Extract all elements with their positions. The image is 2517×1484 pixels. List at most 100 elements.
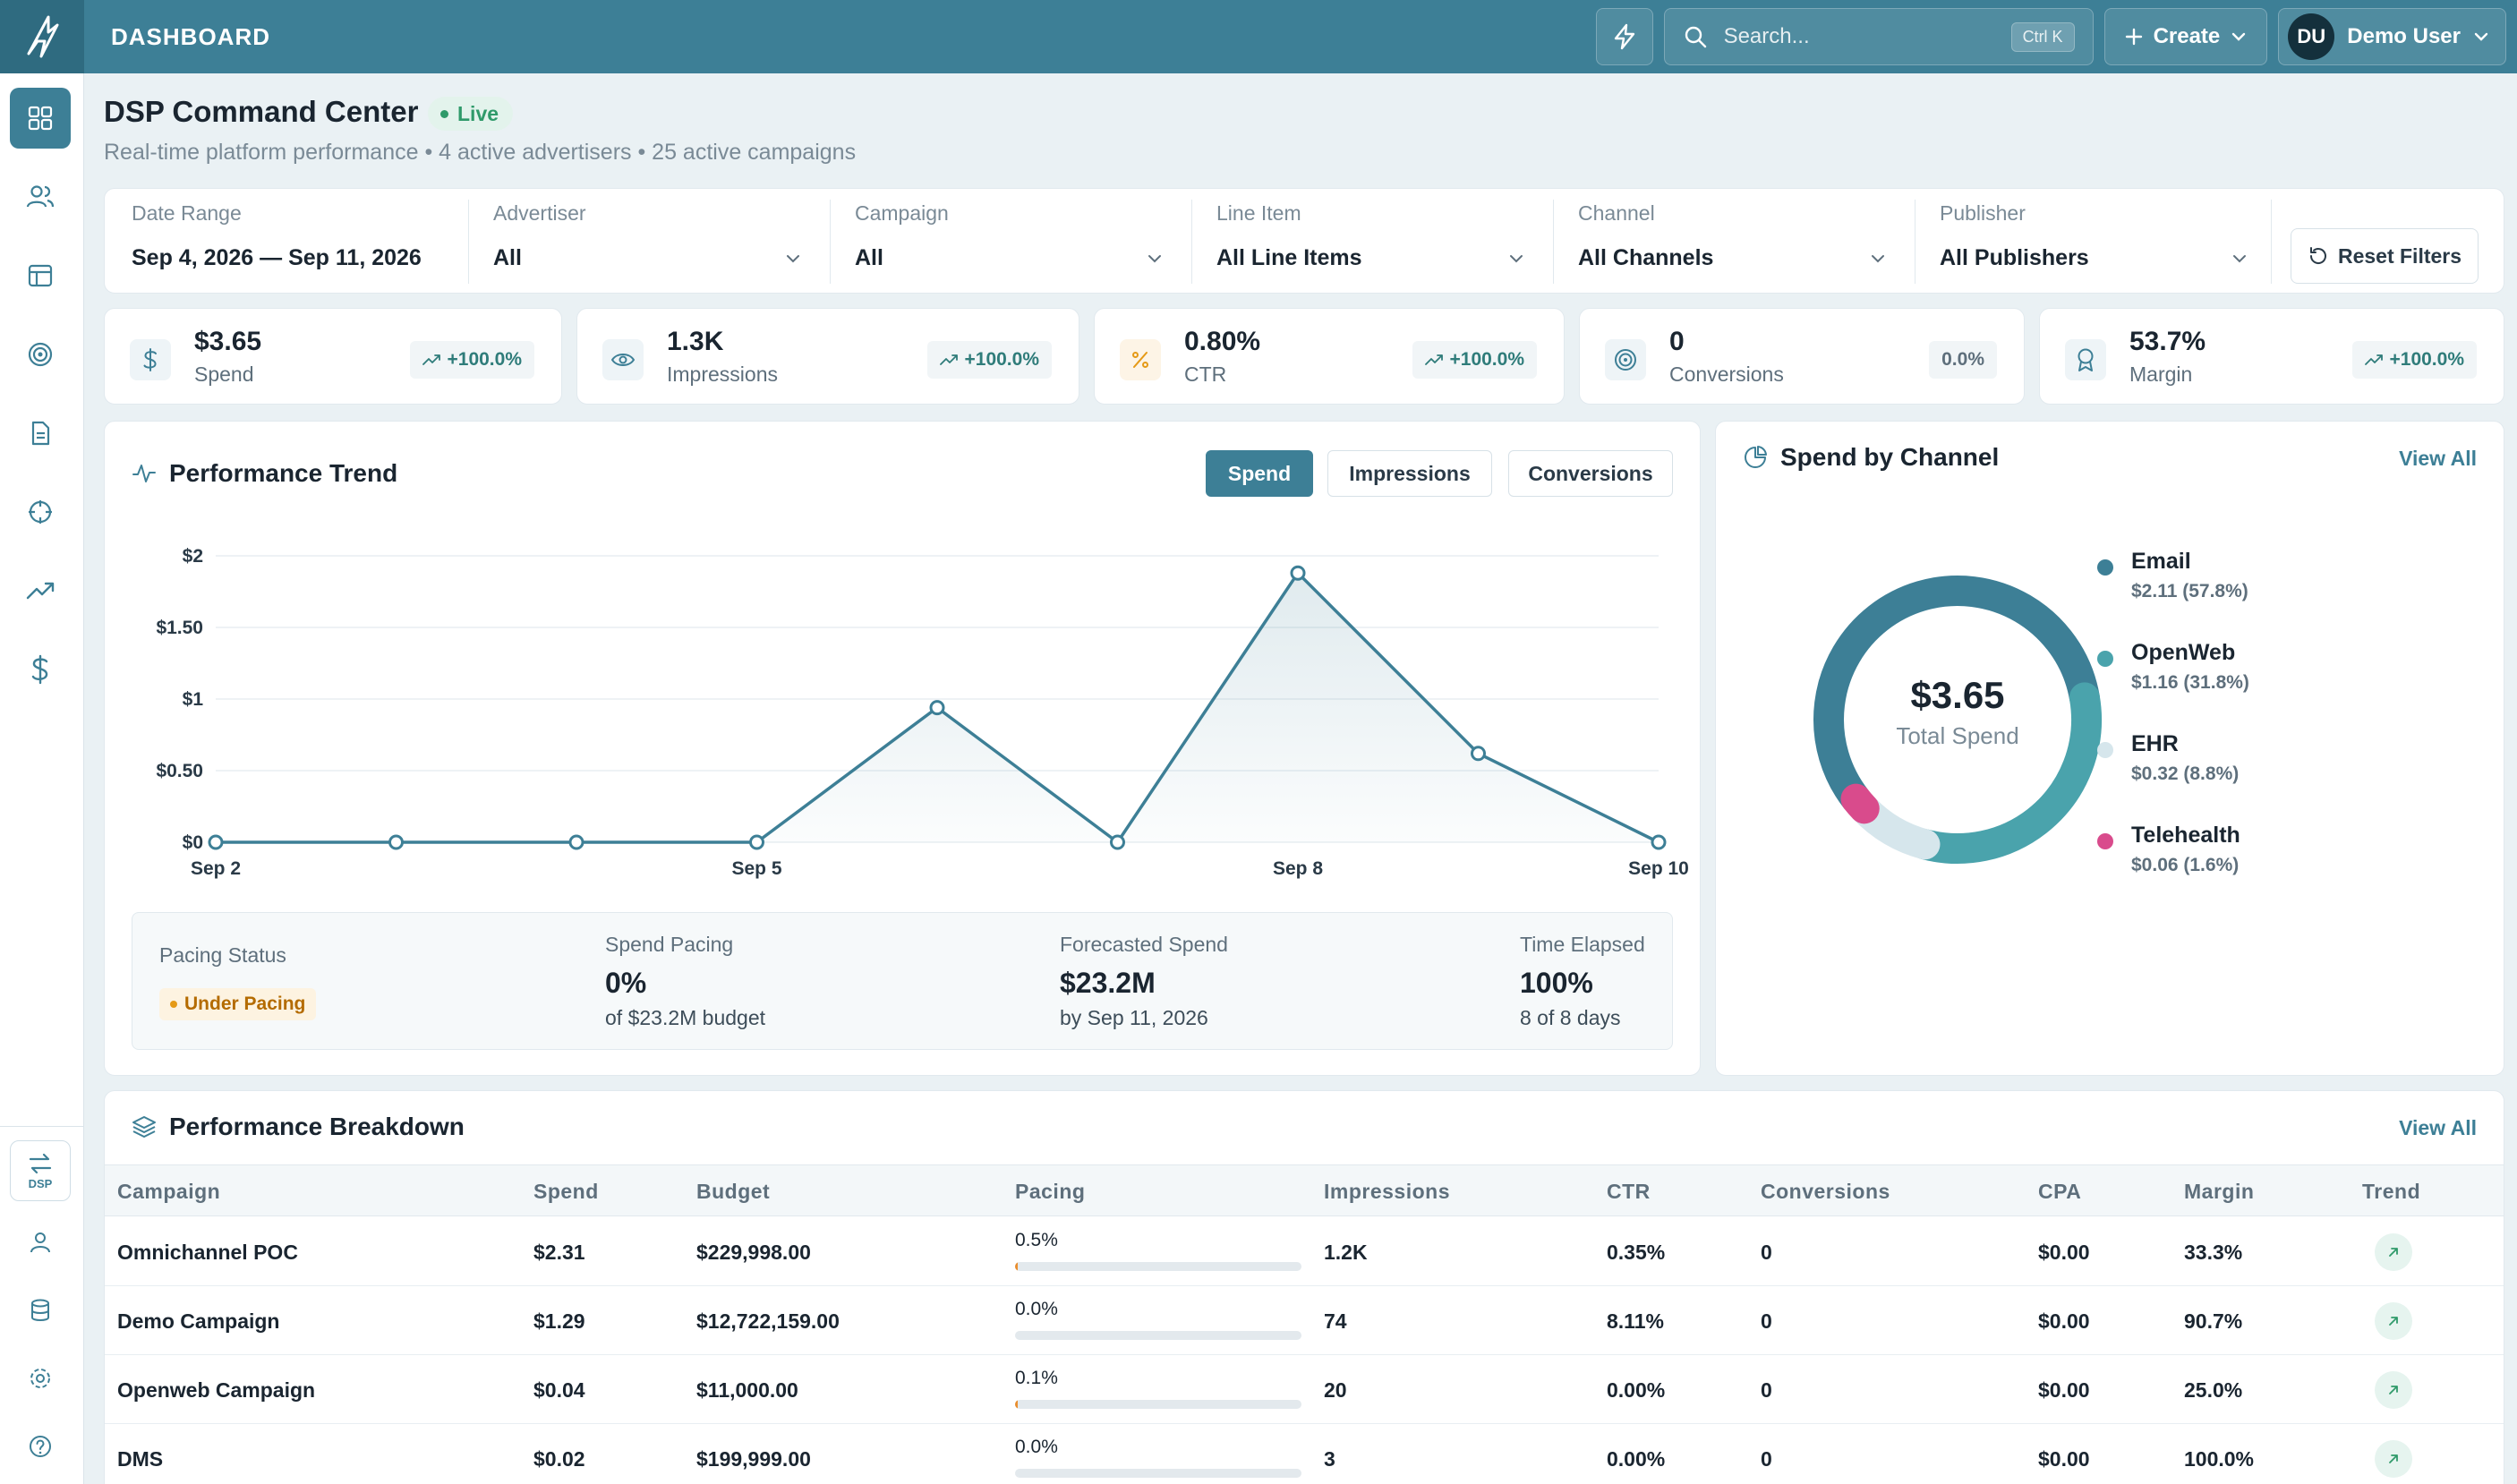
tab-spend[interactable]: Spend <box>1206 450 1313 497</box>
warning-dot-icon <box>170 1001 177 1008</box>
cell-ctr: 0.00% <box>1607 1378 1666 1402</box>
cell-ctr: 8.11% <box>1607 1309 1664 1333</box>
filter-divider <box>830 200 831 284</box>
column-header-conversions[interactable]: Conversions <box>1761 1180 1890 1203</box>
filter-label: Publisher <box>1940 201 2026 225</box>
kpi-delta: +100.0% <box>926 341 1052 379</box>
column-header-impressions[interactable]: Impressions <box>1324 1180 1450 1203</box>
kpi-label: Spend <box>194 362 254 386</box>
filter-value: All <box>493 245 801 271</box>
sidebar-item-account[interactable] <box>10 1212 71 1273</box>
kpi-card-spend[interactable]: $3.65 Spend +100.0% <box>104 308 562 405</box>
cell-pacing: 0.0% <box>1015 1437 1058 1457</box>
sidebar-item-targeting[interactable] <box>10 324 71 385</box>
table-row[interactable]: Omnichannel POC $2.31 $229,998.00 1.2K 0.35%… <box>105 1217 2504 1286</box>
legend-name: EHR <box>2131 731 2179 756</box>
platform-switch-button[interactable]: DSP <box>10 1140 71 1201</box>
column-header-pacing[interactable]: Pacing <box>1015 1180 1086 1203</box>
filter-publisher[interactable]: Publisher All Publishers <box>1913 189 2274 294</box>
filter-value: All Line Items <box>1216 245 1524 271</box>
column-header-campaign[interactable]: Campaign <box>117 1180 221 1203</box>
cell-impressions: 20 <box>1324 1378 1347 1402</box>
pacing-progress-bar <box>1015 1262 1301 1271</box>
filter-label: Campaign <box>855 201 949 225</box>
cell-cpa: $0.00 <box>2038 1447 2090 1471</box>
donut-slice-telehealth[interactable] <box>1777 539 2138 900</box>
sidebar-item-settings[interactable] <box>10 1348 71 1409</box>
column-header-spend[interactable]: Spend <box>533 1180 599 1203</box>
filter-value: Sep 4, 2026 — Sep 11, 2026 <box>132 245 438 271</box>
row-trend-button[interactable] <box>2375 1440 2412 1478</box>
data-point <box>1651 834 1667 850</box>
legend-value: $0.32 (8.8%) <box>2131 763 2240 784</box>
row-trend-button[interactable] <box>2375 1371 2412 1409</box>
table-row[interactable]: Demo Campaign $1.29 $12,722,159.00 74 8.11% 0… <box>105 1286 2504 1355</box>
create-button[interactable]: Create <box>2103 8 2268 65</box>
y-tick-label: $2 <box>183 546 203 567</box>
reset-filters-button[interactable]: Reset Filters <box>2291 228 2479 284</box>
sidebar-item-layout[interactable] <box>10 245 71 306</box>
sidebar-item-data[interactable] <box>10 1280 71 1341</box>
sidebar-item-users[interactable] <box>10 166 71 227</box>
filter-value: All Publishers <box>1940 245 2248 271</box>
channel-view-all-link[interactable]: View All <box>2399 447 2477 470</box>
user-menu[interactable]: DU Demo User <box>2278 8 2506 65</box>
search-input[interactable]: Search... Ctrl K <box>1663 8 2094 65</box>
cell-impressions: 1.2K <box>1324 1241 1368 1264</box>
reset-icon <box>2309 247 2326 264</box>
logo[interactable] <box>0 0 84 73</box>
platform-switch-label: DSP <box>28 1176 53 1190</box>
y-tick-label: $0.50 <box>156 761 203 781</box>
sidebar-item-billing[interactable] <box>10 639 71 700</box>
sidebar-item-audiences[interactable] <box>10 482 71 542</box>
kpi-card-margin[interactable]: 53.7% Margin +100.0% <box>2039 308 2504 405</box>
users-icon <box>26 185 55 208</box>
filter-label: Date Range <box>132 201 242 225</box>
tab-impressions[interactable]: Impressions <box>1327 450 1492 497</box>
column-header-budget[interactable]: Budget <box>696 1180 771 1203</box>
cell-conversions: 0 <box>1761 1241 1772 1264</box>
filter-line-item[interactable]: Line Item All Line Items <box>1190 189 1551 294</box>
cell-margin: 90.7% <box>2184 1309 2243 1333</box>
cell-budget: $229,998.00 <box>696 1241 811 1264</box>
sidebar-item-reports[interactable] <box>10 403 71 464</box>
breakdown-view-all-link[interactable]: View All <box>2399 1116 2477 1139</box>
sidebar-item-analytics[interactable] <box>10 560 71 621</box>
cell-cpa: $0.00 <box>2038 1241 2090 1264</box>
donut-slice-openweb[interactable] <box>1777 539 2138 900</box>
database-icon <box>31 1299 49 1321</box>
cell-campaign[interactable]: Demo Campaign <box>117 1309 280 1333</box>
spend-pacing-sub: of $23.2M budget <box>605 1006 766 1029</box>
pacing-status-badge: Under Pacing <box>159 988 317 1020</box>
kpi-delta: 0.0% <box>1929 341 1997 379</box>
spend-by-channel-card: Spend by Channel View All $3.65 Total Sp… <box>1715 421 2504 1076</box>
filter-channel[interactable]: Channel All Channels <box>1551 189 1913 294</box>
pacing-status-label: Pacing Status <box>159 943 286 967</box>
filter-campaign[interactable]: Campaign All <box>828 189 1190 294</box>
filter-advertiser[interactable]: Advertiser All <box>466 189 828 294</box>
donut-total-label: Total Spend <box>1896 722 2019 749</box>
row-trend-button[interactable] <box>2375 1233 2412 1271</box>
performance-breakdown-title-text: Performance Breakdown <box>169 1113 465 1140</box>
cell-campaign[interactable]: Omnichannel POC <box>117 1241 298 1264</box>
cell-campaign[interactable]: Openweb Campaign <box>117 1378 316 1402</box>
spend-pacing-label: Spend Pacing <box>605 933 734 956</box>
row-trend-button[interactable] <box>2375 1302 2412 1340</box>
column-header-cpa[interactable]: CPA <box>2038 1180 2082 1203</box>
tab-conversions[interactable]: Conversions <box>1508 450 1673 497</box>
line-item-value: All Line Items <box>1216 245 1362 270</box>
column-header-ctr[interactable]: CTR <box>1607 1180 1651 1203</box>
sidebar-item-dashboard[interactable] <box>10 88 71 149</box>
table-row[interactable]: Openweb Campaign $0.04 $11,000.00 20 0.00% 0 $… <box>105 1355 2504 1424</box>
quick-actions-button[interactable] <box>1595 8 1653 65</box>
cell-conversions: 0 <box>1761 1447 1772 1471</box>
sidebar-divider <box>0 1126 84 1127</box>
kpi-card-conversions[interactable]: 0 Conversions 0.0% <box>1579 308 2025 405</box>
cell-campaign[interactable]: DMS <box>117 1447 164 1471</box>
table-row[interactable]: DMS $0.02 $199,999.00 3 0.00% 0 $0.00 100.0% 0.0… <box>105 1424 2504 1484</box>
sidebar-item-help[interactable] <box>10 1416 71 1477</box>
kpi-card-ctr[interactable]: 0.80% CTR +100.0% <box>1094 308 1565 405</box>
kpi-card-impressions[interactable]: 1.3K Impressions +100.0% <box>576 308 1079 405</box>
column-header-margin[interactable]: Margin <box>2184 1180 2255 1203</box>
filter-date-range[interactable]: Date Range Sep 4, 2026 — Sep 11, 2026 <box>105 189 465 294</box>
